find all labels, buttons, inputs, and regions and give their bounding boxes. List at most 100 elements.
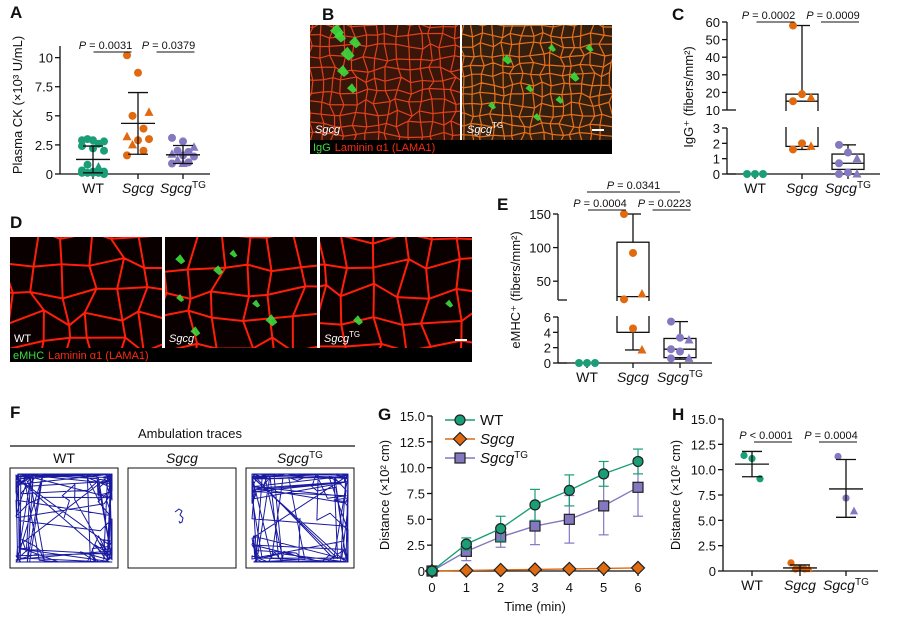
laminin-fiber-outlines — [10, 237, 162, 348]
stain-legend-bar: eMHC Laminin α1 (LAMA1) — [10, 348, 472, 362]
laminin-fiber-outlines — [462, 25, 612, 140]
data-point-diamond — [561, 561, 577, 577]
data-point — [144, 107, 154, 116]
panel-letter: G — [378, 405, 391, 424]
data-point — [168, 159, 176, 168]
y-tick-label: 0 — [713, 167, 720, 182]
positive-fiber — [176, 294, 185, 303]
x-tick-label: 2 — [497, 580, 504, 595]
significance-bracket: P = 0.0223 — [638, 198, 692, 211]
legend-label: Sgcg — [480, 431, 515, 448]
group-label: Sgcg — [786, 180, 818, 196]
data-point — [759, 170, 767, 178]
label-text: Sgcg — [657, 369, 689, 385]
data-point — [591, 359, 599, 367]
significance-bracket: P = 0.0031 — [79, 40, 132, 53]
stain-legend: eMHC Laminin α1 (LAMA1) — [13, 350, 149, 362]
y-tick-label: 1 — [713, 152, 720, 167]
ambulation-trace — [174, 508, 184, 524]
data-point — [751, 170, 759, 178]
series-wt — [743, 170, 767, 178]
data-point-circle — [598, 468, 610, 480]
p-value: = 0.0002 — [749, 10, 795, 22]
group-label: WT — [576, 369, 598, 385]
laminin-fiber-outlines — [320, 237, 472, 348]
data-point — [179, 137, 187, 146]
data-point-square — [529, 520, 541, 532]
micrograph-sgcg — [165, 237, 317, 348]
stain-legend: IgG Laminin α1 (LAMA1) — [313, 142, 435, 154]
laminin-fiber-outlines — [165, 237, 317, 348]
legend-marker — [452, 431, 468, 447]
positive-fiber — [502, 54, 512, 65]
data-point — [173, 146, 182, 155]
legend-item: Sgcg — [445, 431, 515, 448]
data-point-circle — [563, 484, 575, 496]
y-tick-label: 2.5 — [698, 539, 716, 554]
group-label: Sgcg — [169, 333, 195, 345]
ambulation-trace — [15, 473, 113, 563]
y-tick-label: 50 — [706, 33, 720, 48]
micrograph-background — [165, 237, 317, 348]
panel-H: H 0 2.5 5.0 7.5 10.0 12.5 15.0 Distance (×10² cm… — [668, 405, 878, 593]
caption-background — [10, 348, 472, 362]
label-superscript: TG — [855, 577, 869, 588]
x-axis-label: Time (min) — [504, 599, 566, 614]
y-tick-label: 10.0 — [691, 463, 716, 478]
legend-label: SgcgTG — [480, 450, 528, 467]
y-axis-label: Distance (×10² cm) — [377, 440, 392, 550]
data-point — [78, 142, 86, 151]
label-text: WT — [53, 450, 75, 466]
series-wt — [735, 450, 769, 483]
positive-fiber — [353, 315, 363, 326]
group-label: SgcgTG — [657, 369, 703, 385]
data-point-square — [632, 481, 644, 493]
group-label: SgcgTG — [324, 330, 360, 345]
series-wt — [426, 448, 644, 577]
group-label: WT — [14, 333, 31, 345]
group-label: Sgcg — [315, 124, 341, 136]
p-symbol: P — [638, 198, 646, 210]
y-axis-label: eMHC⁺ (fibers/mm²) — [508, 231, 523, 348]
x-tick-label: 0 — [428, 580, 435, 595]
data-point — [835, 159, 843, 168]
data-point — [844, 148, 852, 157]
positive-fiber — [190, 326, 201, 337]
data-point-diamond — [527, 562, 543, 577]
positive-fiber — [488, 101, 496, 110]
positive-fiber — [252, 299, 261, 308]
group-label: Sgcg — [122, 180, 154, 196]
group-label: Sgcg — [166, 450, 198, 466]
p-value-label: P = 0.0223 — [638, 198, 692, 210]
label-text: Sgcg — [825, 180, 857, 196]
data-point — [123, 151, 131, 160]
p-value-label: P = 0.0009 — [806, 10, 860, 22]
stain-1: IgG — [313, 142, 331, 154]
data-point — [83, 135, 92, 144]
data-point — [134, 68, 142, 77]
data-point — [190, 152, 198, 161]
y-tick-label: 7.5 — [407, 487, 425, 502]
p-value-label: P = 0.0004 — [573, 198, 627, 210]
label-text: Sgcg — [169, 333, 195, 345]
data-point — [667, 354, 675, 363]
data-point-circle — [495, 523, 507, 535]
data-point — [620, 295, 628, 304]
group-label: WT — [744, 180, 766, 196]
y-tick-label: 0 — [544, 356, 551, 371]
significance-bracket: P = 0.0379 — [142, 40, 195, 53]
axis-break-gap — [615, 301, 651, 316]
micrograph-image — [10, 237, 162, 348]
data-point — [128, 111, 137, 120]
positive-fiber — [175, 254, 186, 265]
data-point — [637, 344, 647, 354]
data-point — [676, 333, 684, 342]
significance-bracket: P = 0.0009 — [806, 10, 860, 23]
group-label: SgcgTG — [277, 450, 323, 466]
y-tick-label: 0 — [418, 564, 425, 579]
y-tick-label: 30 — [706, 68, 720, 83]
p-value: = 0.0341 — [614, 180, 660, 192]
group-label: WT — [82, 180, 104, 196]
